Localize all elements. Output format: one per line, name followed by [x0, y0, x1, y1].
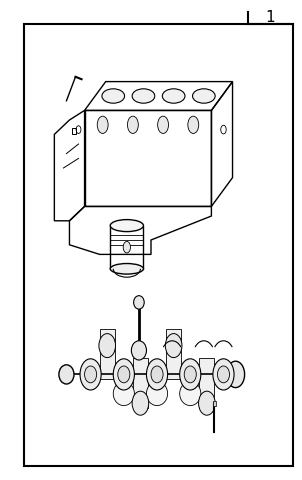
Bar — [85, 110, 211, 206]
Bar — [133, 358, 148, 408]
Ellipse shape — [110, 220, 143, 232]
Ellipse shape — [213, 359, 234, 390]
Ellipse shape — [184, 366, 196, 383]
Bar — [110, 226, 143, 269]
Ellipse shape — [226, 361, 245, 388]
Ellipse shape — [146, 359, 168, 390]
Ellipse shape — [165, 334, 182, 358]
Ellipse shape — [193, 89, 215, 103]
Bar — [72, 128, 76, 134]
Ellipse shape — [180, 359, 201, 390]
Ellipse shape — [85, 366, 97, 383]
Ellipse shape — [146, 382, 168, 406]
Ellipse shape — [80, 359, 101, 390]
Text: 1: 1 — [265, 10, 275, 25]
Circle shape — [158, 116, 169, 133]
Circle shape — [188, 116, 199, 133]
Ellipse shape — [132, 391, 149, 415]
Circle shape — [97, 116, 108, 133]
Ellipse shape — [180, 382, 201, 406]
Ellipse shape — [99, 334, 115, 358]
Circle shape — [127, 116, 138, 133]
Bar — [199, 358, 214, 408]
Ellipse shape — [133, 296, 144, 309]
Ellipse shape — [162, 89, 185, 103]
Circle shape — [123, 241, 130, 253]
Ellipse shape — [113, 359, 134, 390]
Ellipse shape — [59, 365, 74, 384]
Ellipse shape — [199, 391, 215, 415]
Bar — [100, 329, 115, 379]
Ellipse shape — [102, 89, 125, 103]
Ellipse shape — [113, 382, 134, 406]
Bar — [166, 329, 181, 379]
Ellipse shape — [217, 366, 230, 383]
Ellipse shape — [118, 366, 130, 383]
Ellipse shape — [110, 264, 143, 274]
Ellipse shape — [132, 89, 155, 103]
Ellipse shape — [131, 341, 146, 360]
Ellipse shape — [151, 366, 163, 383]
Bar — [213, 401, 216, 406]
